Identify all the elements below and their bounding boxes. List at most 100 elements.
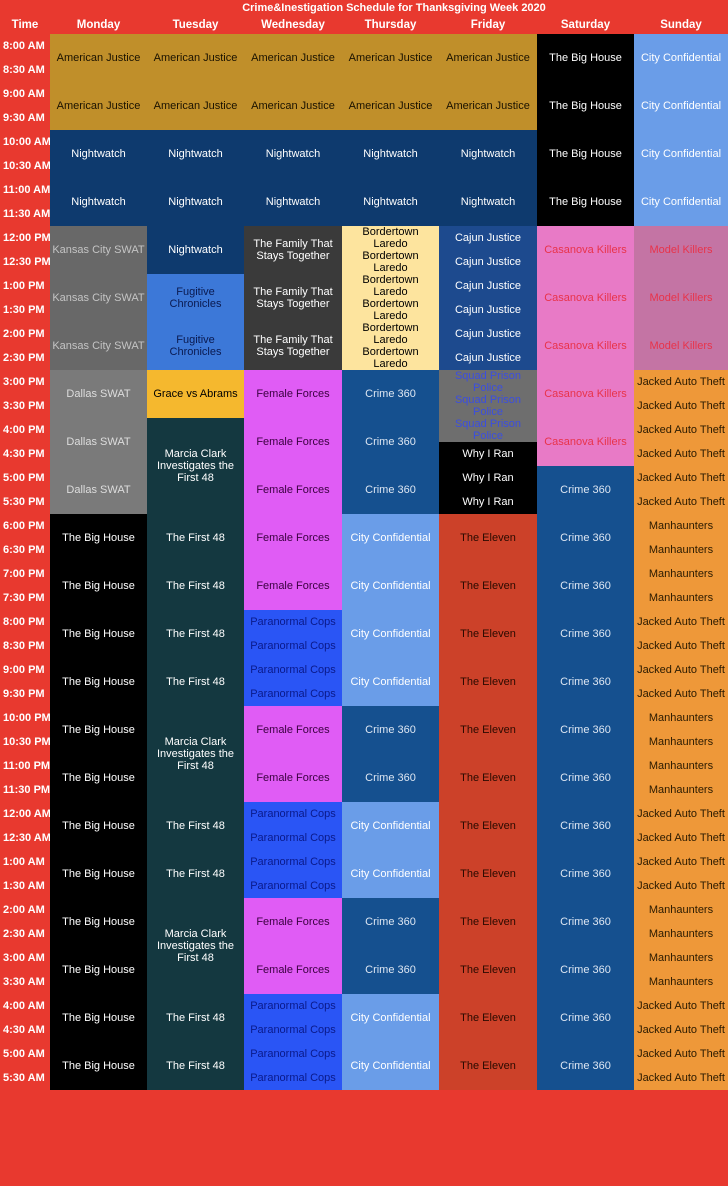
program-block[interactable]: City Confidential City Confidential: [342, 994, 439, 1090]
show-title: Kansas City SWAT: [52, 244, 145, 256]
show-title: The Eleven: [460, 772, 516, 784]
program-block[interactable]: Crime 360 Crime 360: [342, 706, 439, 802]
program-block[interactable]: American Justice American Justice: [147, 34, 244, 130]
show-title: Paranormal Cops: [250, 664, 336, 676]
header-time: Time: [11, 19, 39, 31]
program-block[interactable]: Squad Prison Police Squad Prison Police Sq…: [439, 370, 537, 442]
program-block[interactable]: American Justice American Justice: [244, 34, 342, 130]
time-label: 4:00 PM: [3, 424, 45, 436]
program-block[interactable]: City Confidential City Confidential: [342, 802, 439, 898]
program-block[interactable]: American Justice American Justice: [50, 34, 147, 130]
time-label: 3:30 PM: [3, 400, 45, 412]
show-title: Marcia Clark Investigates the First 48: [156, 736, 235, 772]
program-block[interactable]: Dallas SWAT Dallas SWAT Dallas SWAT: [50, 370, 147, 514]
time-label: 4:30 AM: [3, 1024, 45, 1036]
program-block[interactable]: The First 48 The First 48: [147, 994, 244, 1090]
time-label: 5:00 PM: [3, 472, 45, 484]
program-block[interactable]: Female Forces Female Forces: [244, 898, 342, 994]
show-title: Jacked Auto Theft: [637, 640, 725, 652]
program-block[interactable]: Nightwatch Nightwatch: [244, 130, 342, 226]
program-block[interactable]: Marcia Clark Investigates the First 48: [147, 706, 244, 802]
program-block[interactable]: American Justice American Justice: [342, 34, 439, 130]
show-title: Manhaunters: [648, 784, 714, 796]
show-title: American Justice: [153, 52, 238, 64]
program-block[interactable]: American Justice American Justice: [439, 34, 537, 130]
program-block[interactable]: Marcia Clark Investigates the First 48: [147, 418, 244, 514]
program-block[interactable]: Jacked Auto Theft Jacked Auto Theft Jacked…: [634, 370, 728, 514]
program-block[interactable]: City Confidential City Confidential City C…: [342, 514, 439, 706]
show-title: Dallas SWAT: [66, 388, 131, 400]
program-block[interactable]: Paranormal Cops Paranormal Cops Paranormal…: [244, 802, 342, 898]
day-column-friday: American Justice American Justice Nightwat…: [439, 34, 537, 1186]
program-block[interactable]: Bordertown Laredo Bordertown Laredo Border…: [342, 226, 439, 370]
program-block[interactable]: Female Forces Female Forces: [244, 706, 342, 802]
show-title: Female Forces: [256, 580, 330, 592]
show-title: The First 48: [166, 1060, 225, 1072]
program-block[interactable]: Jacked Auto Theft Jacked Auto Theft Jacked…: [634, 994, 728, 1090]
show-title: Bordertown Laredo: [362, 250, 419, 274]
program-block[interactable]: Why I Ran Why I Ran Why I Ran: [439, 442, 537, 514]
program-block[interactable]: Kansas City SWAT Kansas City SWAT Kansas C…: [50, 226, 147, 370]
show-title: Manhaunters: [648, 592, 714, 604]
program-block[interactable]: Paranormal Cops Paranormal Cops Paranormal…: [244, 610, 342, 706]
program-block[interactable]: Grace vs Abrams: [147, 370, 244, 418]
program-block[interactable]: Casanova Killers Casanova Killers Casanova…: [537, 226, 634, 466]
program-block[interactable]: Nightwatch Nightwatch: [439, 130, 537, 226]
program-block[interactable]: Jacked Auto Theft Jacked Auto Theft Jacked…: [634, 802, 728, 898]
show-title: Casanova Killers: [544, 340, 627, 352]
show-title: City Confidential: [350, 1060, 431, 1072]
program-block[interactable]: Manhaunters Manhaunters Manhaunters Manhaun…: [634, 514, 728, 610]
show-title: Nightwatch: [71, 196, 126, 208]
show-title: Crime 360: [365, 772, 416, 784]
program-block[interactable]: Nightwatch Nightwatch: [50, 130, 147, 226]
program-block[interactable]: Female Forces Female Forces Female Forces F…: [244, 370, 342, 610]
program-block[interactable]: The First 48 The First 48: [147, 802, 244, 898]
show-title: Jacked Auto Theft: [637, 832, 725, 844]
show-title: Nightwatch: [265, 148, 321, 160]
header-wednesday: Wednesday: [261, 19, 325, 31]
show-title: Casanova Killers: [544, 244, 627, 256]
program-block[interactable]: The Big House The Big House The Big House T…: [50, 514, 147, 1090]
show-title: Crime 360: [560, 868, 611, 880]
program-block[interactable]: Crime 360 Crime 360 Crime 360 Crime 360 Crim…: [537, 466, 634, 1090]
show-title: Kansas City SWAT: [52, 292, 145, 304]
time-label: 8:30 AM: [3, 64, 45, 76]
show-title: Crime 360: [365, 388, 416, 400]
time-label: 2:30 AM: [3, 928, 45, 940]
program-block[interactable]: Marcia Clark Investigates the First 48: [147, 898, 244, 994]
program-block[interactable]: City Confidential City Confidential City C…: [634, 34, 728, 226]
show-title: The Big House: [62, 628, 135, 640]
time-label: 11:00 AM: [3, 184, 51, 196]
program-block[interactable]: Crime 360 Crime 360 Crime 360: [342, 370, 439, 514]
show-title: Paranormal Cops: [250, 616, 336, 628]
time-label: 9:30 PM: [3, 688, 45, 700]
program-block[interactable]: Nightwatch Nightwatch Nightwatch: [147, 130, 244, 274]
program-block[interactable]: The Eleven The Eleven The Eleven The Eleven…: [439, 514, 537, 1090]
show-title: The Big House: [62, 916, 135, 928]
show-title: The Big House: [62, 580, 135, 592]
show-title: Jacked Auto Theft: [637, 472, 725, 484]
program-block[interactable]: Model Killers Model Killers Model Killers: [634, 226, 728, 370]
time-label: 1:30 AM: [3, 880, 45, 892]
time-label: 2:00 PM: [3, 328, 45, 340]
program-block[interactable]: The Big House The Big House The Big House T…: [537, 34, 634, 226]
program-block[interactable]: The Family That Stays Together The Family…: [244, 226, 342, 370]
show-title: Nightwatch: [460, 148, 516, 160]
show-title: The Big House: [62, 532, 135, 544]
show-title: Cajun Justice: [454, 232, 522, 244]
program-block[interactable]: Nightwatch Nightwatch: [342, 130, 439, 226]
time-label: 7:30 PM: [3, 592, 45, 604]
program-block[interactable]: Crime 360 Crime 360: [342, 898, 439, 994]
program-block[interactable]: Cajun Justice Cajun Justice Cajun Justice C…: [439, 226, 537, 370]
program-block[interactable]: Jacked Auto Theft Jacked Auto Theft Jacked…: [634, 610, 728, 706]
program-block[interactable]: Manhaunters Manhaunters Manhaunters Manhaun…: [634, 706, 728, 802]
program-block[interactable]: Paranormal Cops Paranormal Cops Paranormal…: [244, 994, 342, 1090]
show-title: American Justice: [56, 100, 141, 112]
program-block[interactable]: The First 48 The First 48 The First 48 The …: [147, 514, 244, 706]
show-title: Crime 360: [560, 580, 611, 592]
show-title: Kansas City SWAT: [52, 340, 145, 352]
show-title: Paranormal Cops: [250, 880, 336, 892]
show-title: The First 48: [166, 676, 225, 688]
program-block[interactable]: Manhaunters Manhaunters Manhaunters Manhaun…: [634, 898, 728, 994]
program-block[interactable]: Fugitive Chronicles Fugitive Chronicles: [147, 274, 244, 370]
